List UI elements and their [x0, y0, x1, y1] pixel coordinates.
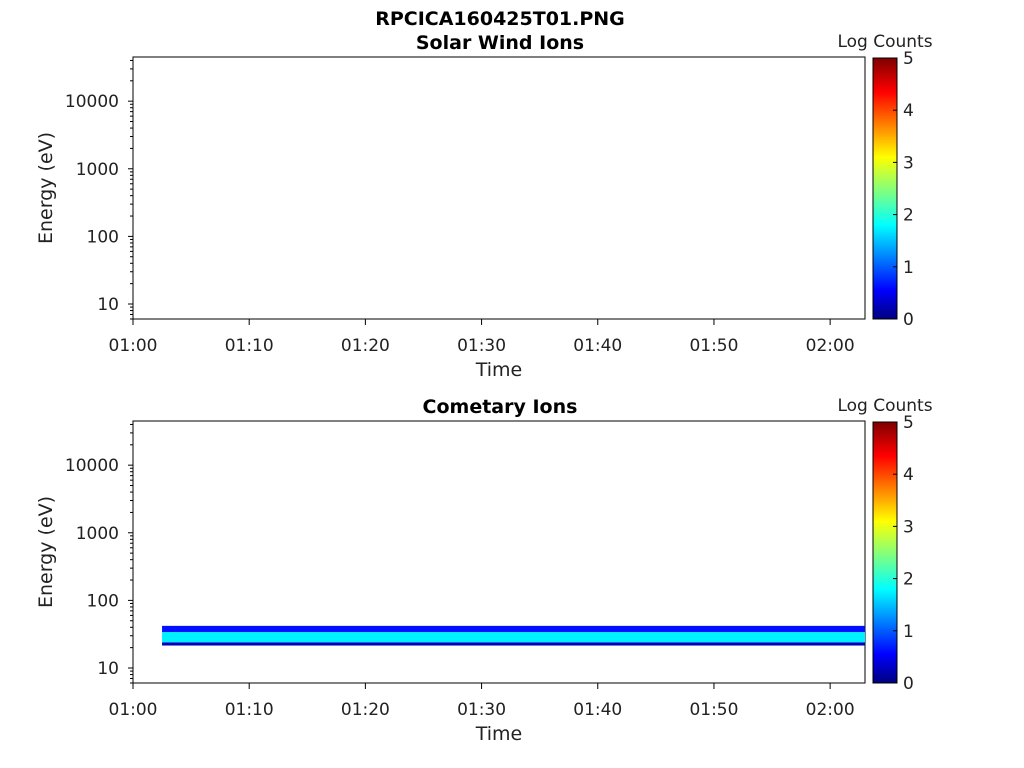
x-tick-label: 01:10: [225, 336, 274, 356]
x-tick-label: 01:30: [457, 336, 506, 356]
x-tick-label: 01:20: [341, 336, 390, 356]
y-axis: 10 100 1000 10000: [65, 59, 133, 320]
y-axis: 10 100 1000 10000: [65, 423, 133, 684]
spectrogram: [162, 625, 866, 646]
colorbar-tick-label: 4: [903, 465, 914, 485]
colorbar-tick-label: 2: [903, 206, 914, 226]
colorbar-label: Log Counts: [837, 396, 932, 416]
y-tick-label: 100: [87, 591, 119, 611]
y-tick-label: 10000: [65, 456, 119, 476]
spectrogram-band: [162, 642, 866, 646]
x-tick-label: 01:30: [457, 700, 506, 720]
colorbar-tick-label: 4: [903, 101, 914, 121]
x-tick-label: 01:20: [341, 700, 390, 720]
x-tick-label: 01:00: [109, 700, 158, 720]
x-tick-label: 01:10: [225, 700, 274, 720]
x-tick-label: 01:50: [689, 700, 738, 720]
colorbar-ticks: 0 1 2 3 4 5: [893, 413, 914, 694]
y-tick-label: 1000: [76, 524, 119, 544]
figure-title: RPCICA160425T01.PNG: [375, 8, 625, 30]
colorbar-tick-label: 3: [903, 153, 914, 173]
x-tick-label: 02:00: [806, 336, 855, 356]
spectrogram-band: [162, 632, 866, 643]
panel-title: Solar Wind Ions: [416, 32, 584, 54]
x-tick-label: 02:00: [806, 700, 855, 720]
x-tick-label: 01:50: [689, 336, 738, 356]
colorbar: [872, 57, 898, 320]
y-axis-label: Energy (eV): [35, 496, 57, 608]
colorbar-tick-label: 1: [903, 258, 914, 278]
panel-title: Cometary Ions: [423, 396, 578, 418]
colorbar-tick-label: 1: [903, 622, 914, 642]
x-axis: 01:00 01:10 01:20 01:30 01:40 01:50 02:00: [109, 319, 855, 356]
colorbar: [872, 421, 898, 684]
x-tick-label: 01:40: [573, 336, 622, 356]
plot-area: [132, 56, 866, 320]
y-tick-label: 10: [97, 295, 119, 315]
colorbar-tick-label: 0: [903, 310, 914, 330]
x-axis: 01:00 01:10 01:20 01:30 01:40 01:50 02:00: [109, 683, 855, 720]
y-axis-label: Energy (eV): [35, 132, 57, 244]
colorbar-tick-label: 2: [903, 570, 914, 590]
x-tick-label: 01:40: [573, 700, 622, 720]
colorbar-tick-label: 5: [903, 49, 914, 69]
x-axis-label: Time: [475, 359, 523, 381]
y-tick-label: 10: [97, 659, 119, 679]
spectrogram-band: [162, 625, 866, 633]
colorbar-label: Log Counts: [837, 32, 932, 52]
colorbar-tick-label: 5: [903, 413, 914, 433]
colorbar-tick-label: 3: [903, 517, 914, 537]
y-tick-label: 100: [87, 227, 119, 247]
colorbar-ticks: 0 1 2 3 4 5: [893, 49, 914, 330]
y-tick-label: 10000: [65, 92, 119, 112]
y-tick-label: 1000: [76, 160, 119, 180]
colorbar-tick-label: 0: [903, 674, 914, 694]
x-axis-label: Time: [475, 723, 523, 745]
x-tick-label: 01:00: [109, 336, 158, 356]
